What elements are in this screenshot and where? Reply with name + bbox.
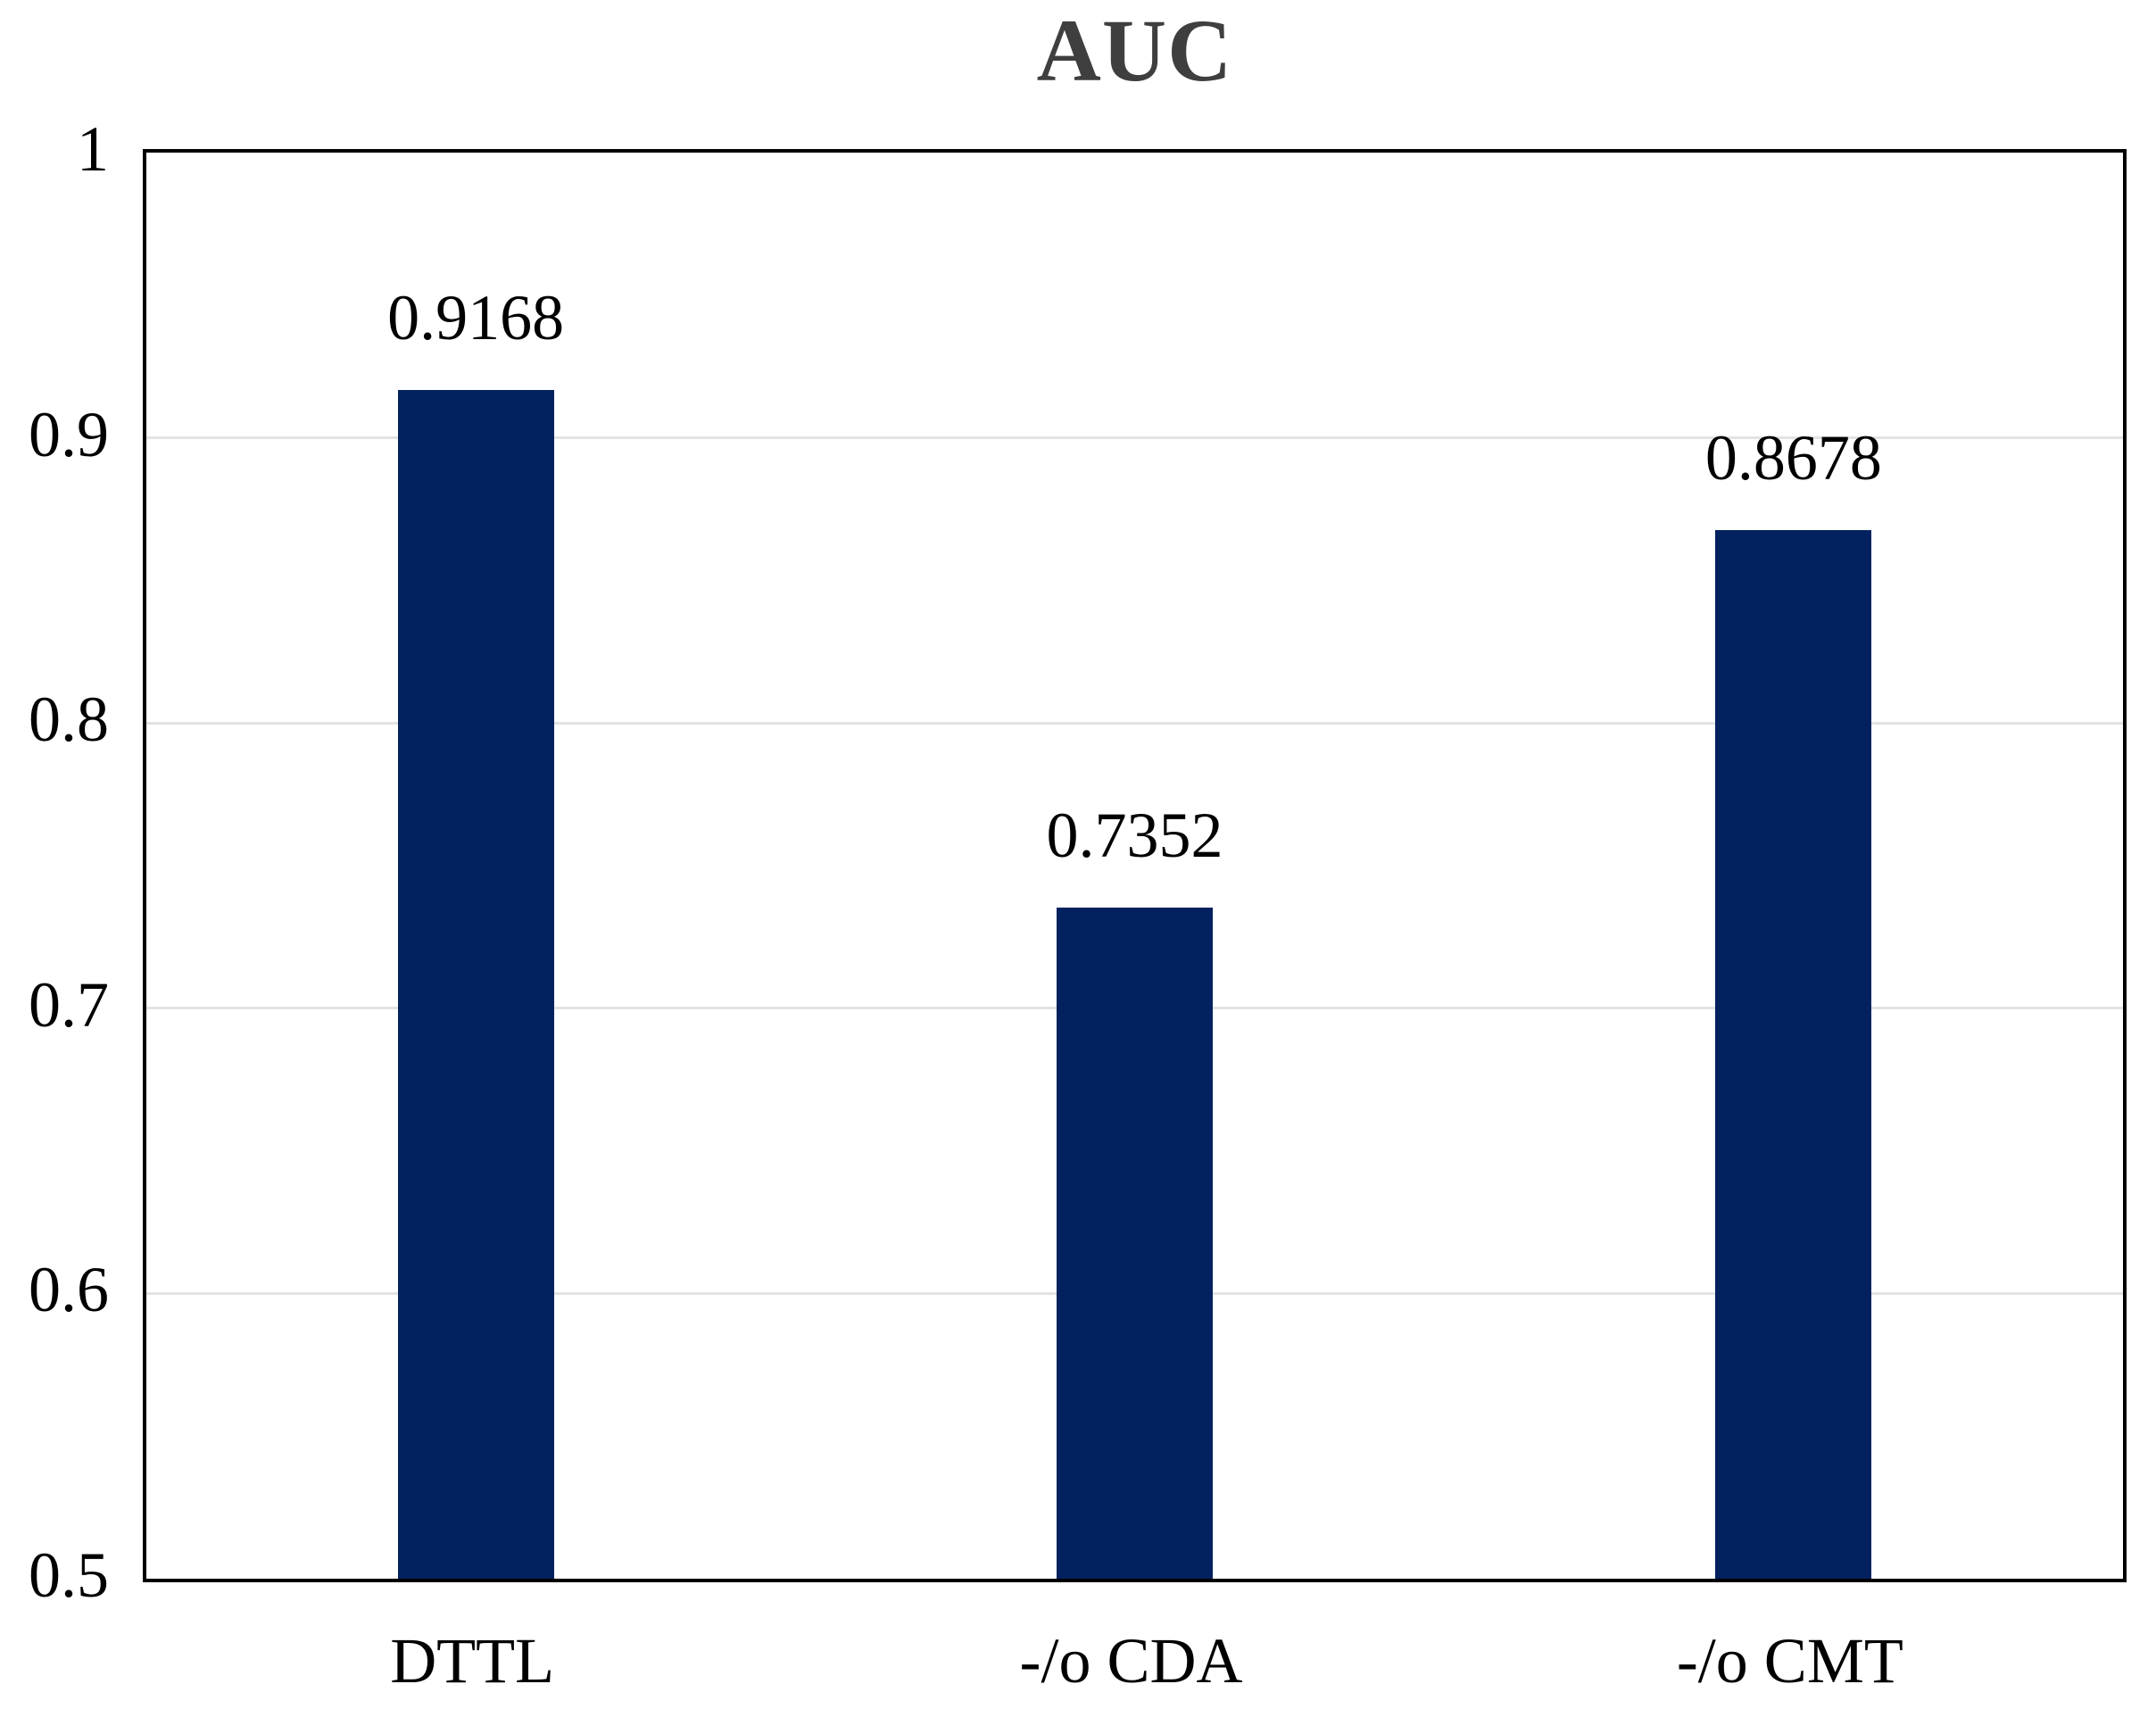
bar-value-label--/o CDA: 0.7352 [1046, 800, 1223, 871]
x-category-label--/o CMT: -/o CMT [1676, 1625, 1903, 1697]
bar--/o CMT [1715, 530, 1871, 1579]
y-tick-label-0.8: 0.8 [29, 684, 109, 756]
gridline-y-0.9 [146, 436, 2123, 440]
plot-area: 0.9168 0.7352 0.8678 [143, 149, 2127, 1582]
bar-DTTL [398, 390, 554, 1579]
bar-value-label-DTTL: 0.9168 [387, 282, 565, 353]
y-tick-label-0.9: 0.9 [29, 398, 109, 470]
x-axis: DTTL -/o CDA -/o CMT [143, 1582, 2127, 1709]
y-tick-label-0.7: 0.7 [29, 968, 109, 1041]
gridline-y-0.8 [146, 721, 2123, 725]
y-tick-label-0.5: 0.5 [29, 1539, 109, 1611]
y-axis: 1 0.9 0.8 0.7 0.6 0.5 [0, 117, 109, 1607]
chart-title: AUC [1036, 1, 1233, 100]
bar--/o CDA [1057, 908, 1213, 1579]
y-tick-label-0.6: 0.6 [29, 1254, 109, 1326]
bar-value-label--/o CMT: 0.8678 [1704, 422, 1882, 494]
x-category-label-DTTL: DTTL [390, 1625, 555, 1697]
y-tick-label-1: 1 [77, 113, 109, 185]
x-category-label--/o CDA: -/o CDA [1019, 1625, 1243, 1697]
